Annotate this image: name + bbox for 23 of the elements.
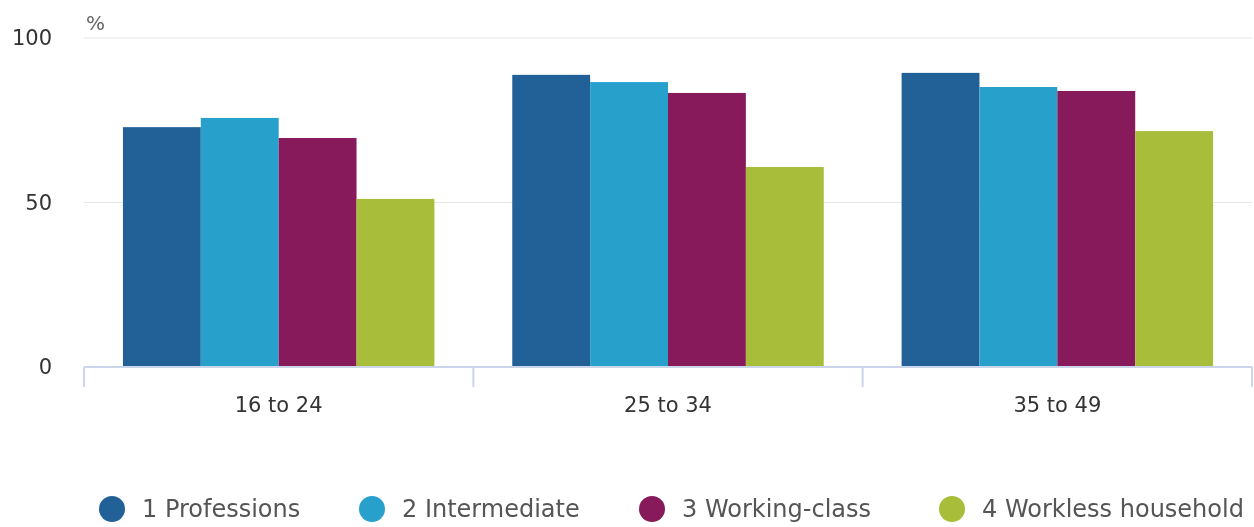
bar [901,72,980,367]
x-tick-label: 16 to 24 [234,393,323,417]
y-tick-label: 50 [25,190,52,215]
bar [745,166,824,367]
y-axis-title: % [86,11,106,35]
bar [590,82,668,367]
legend-label: 4 Workless household [982,495,1244,524]
bar [979,87,1058,367]
bar [1135,131,1214,367]
legend-label: 3 Working-class [682,495,872,524]
legend-label: 1 Professions [142,495,301,524]
y-tick-label: 100 [11,26,52,51]
legend-label: 2 Intermediate [402,495,580,524]
bar [1057,90,1136,367]
bar [122,127,201,367]
bar [278,138,357,367]
bar [200,117,279,367]
bar [668,92,746,367]
y-tick-label: 0 [38,355,52,380]
bar [512,74,591,367]
bar [356,198,435,367]
x-tick-label: 35 to 49 [1013,393,1102,417]
x-tick-label: 25 to 34 [624,393,712,417]
